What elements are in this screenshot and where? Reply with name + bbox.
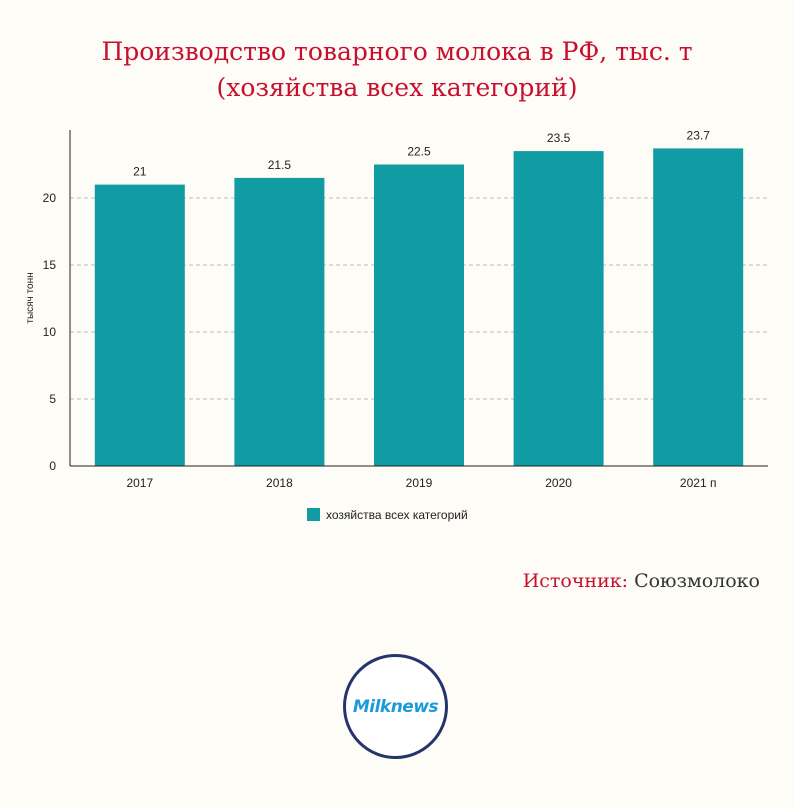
- y-tick-label: 20: [43, 191, 57, 205]
- bar: [653, 148, 744, 467]
- x-tick-label: 2018: [266, 476, 293, 490]
- chart-title-line-2: (хозяйства всех категорий): [216, 73, 578, 102]
- chart-title-line-1: Производство товарного молока в РФ, тыс.…: [101, 37, 693, 66]
- source-label: Источник:: [522, 570, 629, 592]
- data-label: 23.5: [547, 131, 571, 145]
- y-axis-label: тысяч тонн: [25, 272, 36, 323]
- axes: [69, 130, 768, 467]
- legend: хозяйства всех категорий: [307, 508, 468, 522]
- x-tick-label: 2021 п: [680, 476, 717, 490]
- source-note: Источник: Союзмолоко: [523, 570, 760, 592]
- y-tick-label: 0: [49, 459, 56, 473]
- legend-swatch: [307, 508, 320, 521]
- gridlines: [70, 197, 768, 400]
- x-tick-label: 2019: [406, 476, 433, 490]
- x-tick-label: 2017: [126, 476, 153, 490]
- y-tick-label: 10: [43, 325, 57, 339]
- y-tick-label: 15: [43, 258, 57, 272]
- bar: [94, 184, 185, 466]
- logo-text: Milknews: [352, 696, 439, 717]
- data-label: 23.7: [687, 128, 711, 142]
- data-label: 22.5: [407, 145, 431, 159]
- bar: [234, 177, 325, 466]
- source-value: Союзмолоко: [634, 570, 760, 592]
- bars: [94, 148, 744, 467]
- x-tick-label: 2020: [545, 476, 572, 490]
- legend-label: хозяйства всех категорий: [326, 508, 468, 522]
- y-tick-label: 5: [49, 392, 56, 406]
- bar: [513, 151, 604, 466]
- data-label: 21.5: [268, 158, 292, 172]
- bar: [374, 164, 464, 466]
- milknews-logo: Milknews: [343, 654, 448, 759]
- data-label: 21: [133, 165, 147, 179]
- chart-title: Производство товарного молока в РФ, тыс.…: [0, 34, 794, 106]
- labels: 0 5 10 15 20 21 2017 21.5 2018 22.5 2019 23.5 2020 23…: [43, 128, 717, 490]
- bar-chart: 0 5 10 15 20 21 2017 21.5 2018 22.5 2019 23.5 2020 23…: [25, 128, 768, 522]
